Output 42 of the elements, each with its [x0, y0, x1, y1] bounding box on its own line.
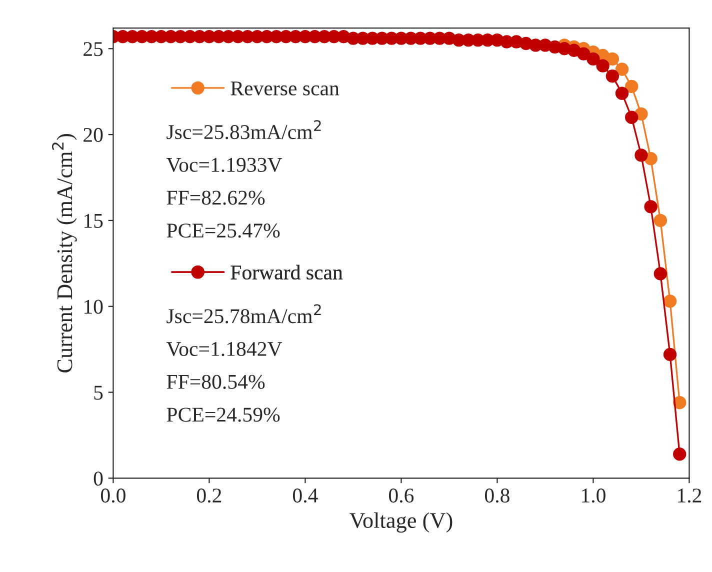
point [634, 148, 648, 162]
x-tick-label: 1.2 [678, 488, 702, 503]
annotation: PCE=24.59% [166, 408, 280, 422]
y-axis-title: Current Density (mA/cm$^{2}$) [52, 134, 77, 372]
annotation: Voc=1.1933V [166, 158, 282, 172]
x-tick-label: 0.6 [388, 488, 414, 503]
x-axis-title: Voltage (V) [350, 512, 452, 533]
y-tick-label: 15 [84, 214, 103, 228]
annotation: Jsc=25.78mA/cm$^{2}$ [166, 304, 321, 324]
annotation: FF=82.62% [166, 190, 265, 205]
x-tick-label: 1.0 [582, 488, 606, 503]
legend-label: Reverse scan [230, 82, 340, 96]
y-tick-label: 25 [84, 42, 103, 56]
point [606, 52, 620, 66]
x-tick-label: 0.0 [100, 488, 126, 503]
point [673, 448, 686, 461]
point [615, 62, 629, 76]
point [663, 348, 677, 362]
point [615, 86, 629, 100]
legend-label: Forward scan [230, 264, 343, 280]
point [673, 396, 686, 410]
point [596, 59, 610, 72]
point [663, 294, 677, 308]
point [654, 267, 668, 280]
point [625, 110, 638, 124]
y-tick-label: 0 [94, 472, 103, 486]
annotation: PCE=25.47% [166, 224, 280, 238]
point [625, 80, 638, 94]
y-tick-label: 20 [84, 128, 103, 142]
point [577, 47, 590, 60]
annotation: FF=80.54% [166, 374, 265, 389]
point [654, 214, 668, 228]
x-tick-label: 0.4 [292, 488, 318, 503]
point [606, 70, 620, 83]
annotation: Jsc=25.83mA/cm$^{2}$ [166, 120, 321, 140]
y-tick-label: 5 [94, 386, 103, 400]
y-tick-label: 10 [84, 300, 103, 314]
annotation: Voc=1.1842V [166, 342, 282, 356]
x-tick-label: 0.8 [484, 488, 510, 503]
point [644, 200, 658, 214]
point [586, 52, 600, 66]
x-tick-label: 0.2 [196, 488, 222, 503]
